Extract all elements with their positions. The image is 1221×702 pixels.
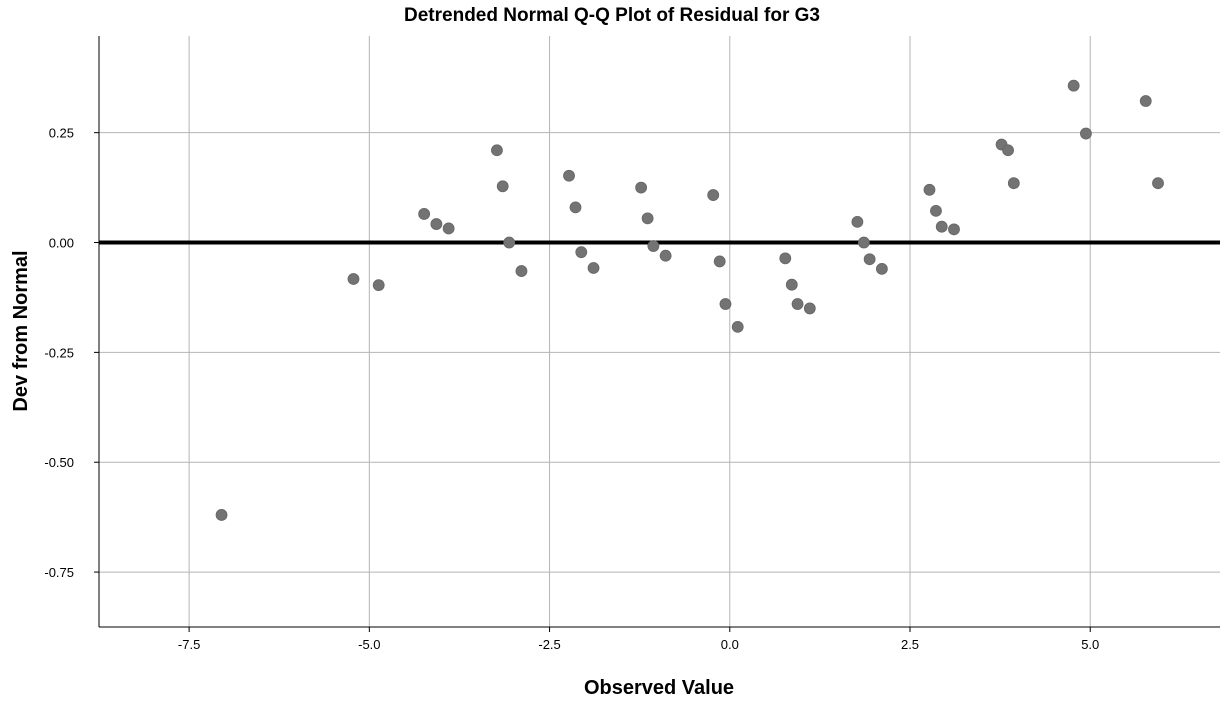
data-point xyxy=(1152,177,1164,190)
data-point xyxy=(851,215,864,228)
data-point xyxy=(930,204,942,217)
y-tick-labels: 0.25 0.00 -0.25 -0.50 -0.75 xyxy=(44,126,99,580)
x-tick-label: -2.5 xyxy=(538,637,560,652)
data-point xyxy=(707,189,720,201)
data-point xyxy=(875,262,888,275)
data-point xyxy=(503,236,516,249)
x-axis-label: Observed Value xyxy=(584,677,734,699)
data-point xyxy=(215,509,228,521)
data-point xyxy=(1080,127,1092,140)
data-point xyxy=(430,218,443,230)
data-point xyxy=(1007,177,1020,190)
data-point xyxy=(647,240,660,252)
data-point xyxy=(731,320,744,333)
x-tick-label: 0.0 xyxy=(721,637,739,652)
data-points xyxy=(215,79,1164,521)
data-point xyxy=(791,298,804,310)
data-point xyxy=(442,222,455,235)
data-point xyxy=(1002,144,1014,157)
data-point xyxy=(948,223,960,236)
data-point xyxy=(935,220,948,233)
data-point xyxy=(857,236,870,249)
data-point xyxy=(641,212,654,225)
y-tick-label: 0.25 xyxy=(49,126,74,141)
data-point xyxy=(635,181,648,194)
data-point xyxy=(659,249,672,262)
data-point xyxy=(496,180,509,193)
data-point xyxy=(803,302,816,315)
x-tick-label: -7.5 xyxy=(178,637,200,652)
data-point xyxy=(347,273,360,285)
y-tick-label: 0.00 xyxy=(49,236,74,251)
data-point xyxy=(785,278,798,291)
x-tick-label: 5.0 xyxy=(1081,637,1099,652)
data-point xyxy=(575,246,588,259)
y-tick-label: -0.25 xyxy=(44,345,74,360)
y-tick-label: -0.50 xyxy=(44,455,74,470)
x-tick-label: -5.0 xyxy=(358,637,380,652)
data-point xyxy=(418,208,431,220)
data-point xyxy=(515,265,528,277)
grid xyxy=(99,36,1220,627)
data-point xyxy=(863,253,876,266)
x-tick-label: 2.5 xyxy=(901,637,919,652)
data-point xyxy=(372,279,385,292)
data-point xyxy=(569,201,582,214)
data-point xyxy=(1067,79,1080,92)
data-point xyxy=(719,298,732,310)
axes xyxy=(98,36,1220,628)
data-point xyxy=(779,252,792,265)
y-tick-label: -0.75 xyxy=(44,565,74,580)
y-axis-label: Dev from Normal xyxy=(10,250,32,411)
data-point xyxy=(491,144,503,157)
chart-title: Detrended Normal Q-Q Plot of Residual fo… xyxy=(404,5,820,26)
data-point xyxy=(563,169,575,182)
x-tick-labels: -7.5 -5.0 -2.5 0.0 2.5 5.0 xyxy=(178,627,1099,652)
data-point xyxy=(923,183,936,196)
data-point xyxy=(1139,95,1152,107)
data-point xyxy=(587,262,600,274)
data-point xyxy=(713,255,726,268)
